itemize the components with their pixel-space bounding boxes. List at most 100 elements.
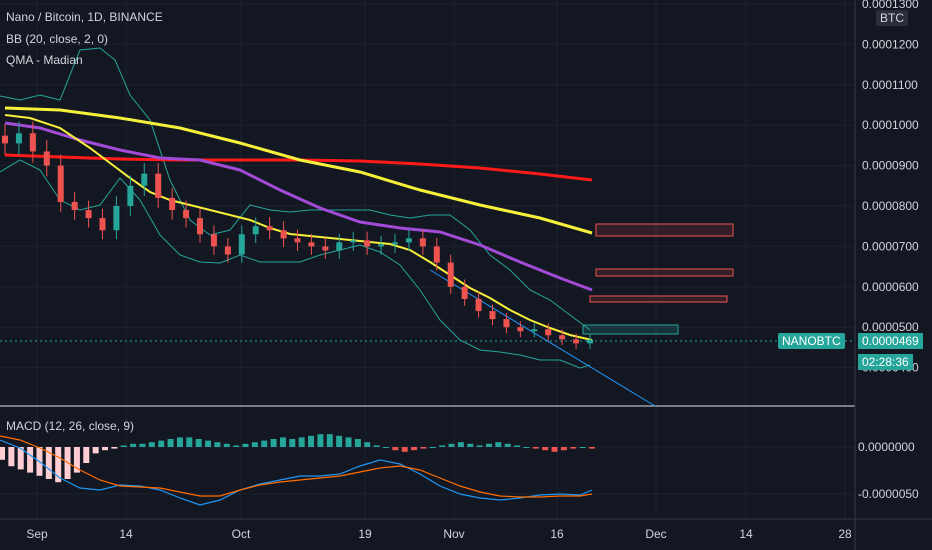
macd-bar — [364, 442, 371, 447]
support-zone[interactable] — [582, 324, 679, 335]
time-tick-label: 28 — [838, 527, 852, 541]
macd-bar — [167, 439, 174, 447]
macd-legend[interactable]: MACD (12, 26, close, 9) — [6, 419, 135, 433]
macd-signal-line — [0, 435, 593, 498]
bb-legend[interactable]: BB (20, close, 2, 0) — [6, 32, 109, 46]
candle-body — [587, 339, 593, 344]
macd-bar — [233, 445, 240, 447]
candle-body — [573, 339, 580, 344]
price-tick-label: 0.0000800 — [862, 199, 919, 213]
macd-bar — [242, 443, 249, 447]
candle-body — [405, 238, 412, 243]
price-tick-label: 0.0001100 — [862, 78, 918, 92]
macd-bar — [223, 443, 230, 447]
macd-bar — [55, 447, 62, 483]
macd-line — [0, 439, 593, 506]
macd-bar — [326, 434, 333, 447]
candle-body — [336, 242, 343, 251]
macd-bar — [420, 447, 427, 449]
macd-bar — [476, 445, 483, 447]
candle-body — [350, 240, 357, 243]
candle-body — [238, 234, 245, 255]
macd-bar — [589, 447, 595, 449]
resistance-zone-1[interactable] — [595, 223, 734, 237]
macd-bar — [27, 447, 34, 473]
last-price-tag[interactable]: NANOBTC — [778, 333, 845, 349]
macd-bar — [439, 445, 446, 447]
symbol-legend[interactable]: Nano / Bitcoin, 1D, BINANCE — [6, 10, 163, 24]
candle-body — [15, 133, 22, 144]
macd-bar — [289, 439, 296, 447]
qma-legend[interactable]: QMA - Madian — [6, 53, 83, 67]
price-tick-label: 0.0000500 — [862, 320, 919, 334]
time-tick-label: Nov — [443, 527, 464, 541]
last-price-symbol: NANOBTC — [782, 334, 841, 348]
macd-bar — [401, 447, 408, 452]
price-tick-label: 0.0000900 — [862, 159, 919, 173]
macd-bar — [570, 447, 577, 449]
candle-body — [99, 218, 106, 231]
candle-body — [294, 238, 301, 243]
macd-bar — [308, 435, 315, 447]
macd-bar — [495, 442, 502, 447]
candle-body — [447, 262, 454, 287]
candle-body — [197, 218, 203, 235]
macd-bar — [270, 439, 277, 447]
currency-badge: BTC — [876, 10, 908, 26]
candle-body — [169, 197, 176, 211]
price-tick-label: 0.0000600 — [862, 280, 919, 294]
candle-body — [489, 311, 496, 320]
candle-body — [85, 210, 92, 219]
macd-bar — [279, 437, 286, 447]
macd-bar — [373, 445, 380, 447]
time-tick-label: Oct — [232, 527, 251, 541]
price-tick-label: 0.0001200 — [862, 37, 919, 51]
macd-bar — [457, 442, 464, 447]
macd-bar — [467, 443, 474, 447]
candle-body — [559, 335, 566, 340]
bb-lower — [0, 159, 591, 369]
macd-bar — [448, 443, 455, 447]
candle-body — [57, 165, 64, 202]
macd-bar — [17, 447, 24, 470]
candle-body — [308, 242, 315, 247]
macd-bar — [504, 443, 511, 447]
candle-body — [43, 151, 50, 166]
candle-body — [280, 230, 287, 239]
price-tick-label: 0.0001300 — [862, 0, 919, 11]
macd-bar — [111, 447, 118, 449]
macd-bar — [214, 442, 221, 447]
candle-body — [433, 246, 440, 263]
macd-bar — [579, 447, 586, 448]
macd-bar — [92, 447, 99, 454]
macd-bar — [551, 447, 558, 452]
candle-body — [392, 242, 398, 245]
macd-bar — [205, 440, 212, 447]
macd-bar — [485, 443, 492, 447]
macd-bar — [139, 443, 146, 447]
macd-tick-label: -0.0000050 — [858, 487, 919, 501]
time-tick-label: 16 — [550, 527, 564, 541]
time-tick-label: Sep — [26, 527, 48, 541]
candle-body — [475, 298, 482, 312]
candle-body — [224, 246, 231, 255]
macd-bar — [186, 437, 193, 447]
purple-ma — [4, 121, 593, 292]
time-tick-label: 19 — [358, 527, 372, 541]
macd-bar — [382, 447, 389, 448]
macd-bar — [298, 437, 305, 447]
macd-bar — [251, 442, 258, 447]
macd-bar — [354, 439, 361, 447]
yellow-ma-short — [4, 114, 593, 341]
time-tick-label: 14 — [739, 527, 753, 541]
candle-body — [545, 329, 552, 336]
resistance-zone-2[interactable] — [595, 268, 734, 277]
candle-body — [322, 246, 329, 251]
candle-body — [419, 238, 426, 247]
macd-bar — [102, 447, 109, 451]
candle-body — [141, 173, 148, 186]
macd-bar — [429, 447, 436, 448]
resistance-zone-3[interactable] — [589, 295, 728, 303]
time-tick-label: 14 — [119, 527, 133, 541]
